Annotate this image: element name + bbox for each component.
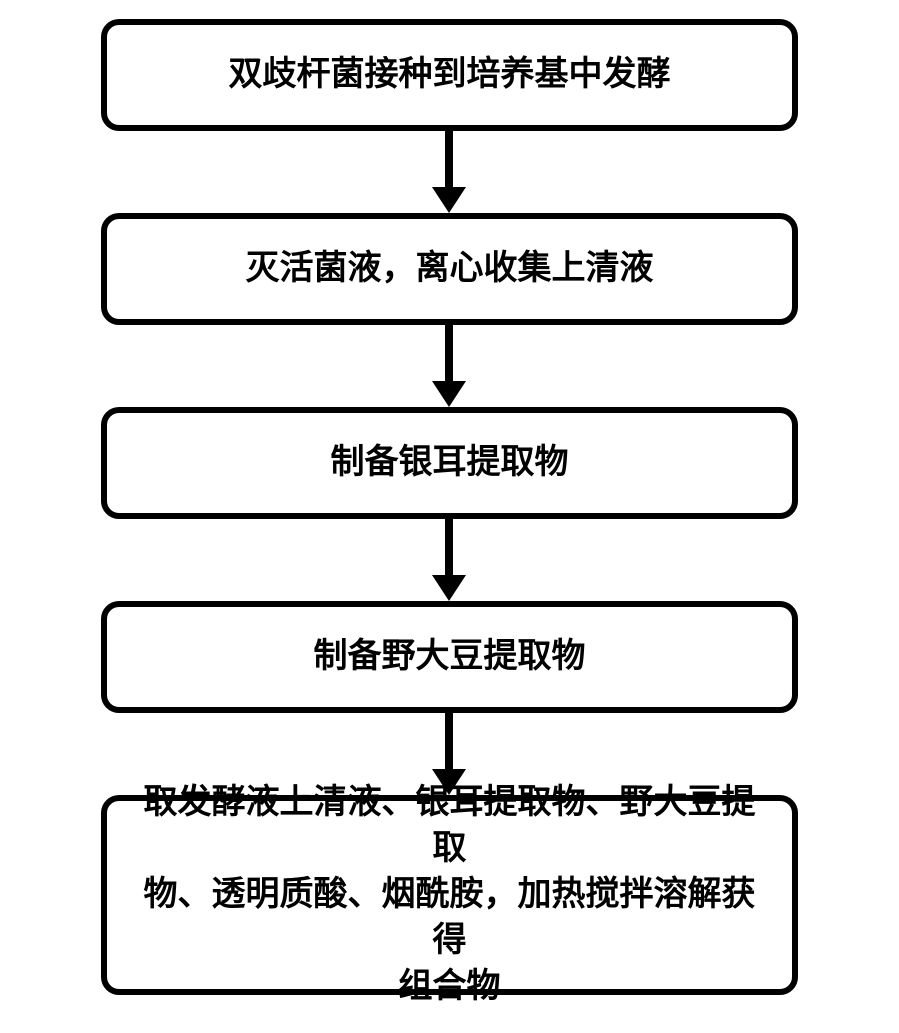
flow-node-n3: 制备银耳提取物 bbox=[101, 407, 798, 519]
flow-node-n4: 制备野大豆提取物 bbox=[101, 601, 798, 713]
flow-arrow-n3-n4 bbox=[432, 519, 466, 601]
flow-node-label: 取发酵液上清液、银耳提取物、野大豆提取物、透明质酸、烟酰胺，加热搅拌溶解获得组合… bbox=[127, 780, 772, 1009]
flow-node-n5: 取发酵液上清液、银耳提取物、野大豆提取物、透明质酸、烟酰胺，加热搅拌溶解获得组合… bbox=[101, 795, 798, 995]
flow-arrow-n2-n3 bbox=[432, 325, 466, 407]
flow-node-n1: 双歧杆菌接种到培养基中发酵 bbox=[101, 19, 798, 131]
flow-node-label: 制备野大豆提取物 bbox=[314, 634, 586, 680]
flow-node-n2: 灭活菌液，离心收集上清液 bbox=[101, 213, 798, 325]
flow-node-label: 灭活菌液，离心收集上清液 bbox=[246, 246, 654, 292]
flow-node-label: 制备银耳提取物 bbox=[331, 440, 569, 486]
flow-arrow-n1-n2 bbox=[432, 131, 466, 213]
flow-arrow-n4-n5 bbox=[432, 713, 466, 795]
flowchart-canvas: 双歧杆菌接种到培养基中发酵灭活菌液，离心收集上清液制备银耳提取物制备野大豆提取物… bbox=[0, 0, 899, 1033]
flow-node-label: 双歧杆菌接种到培养基中发酵 bbox=[229, 52, 671, 98]
